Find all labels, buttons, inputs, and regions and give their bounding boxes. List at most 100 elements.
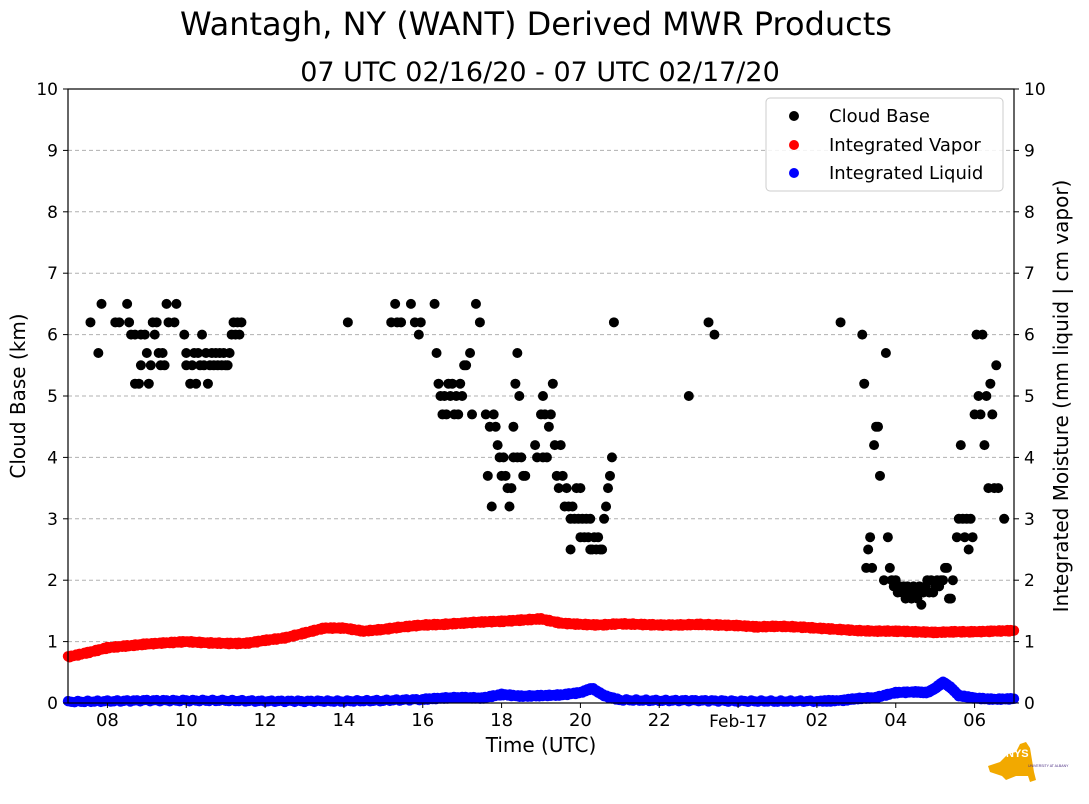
cloud-base-point xyxy=(975,409,986,420)
cloud-base-point xyxy=(122,298,133,309)
x-tick-label: 16 xyxy=(411,710,434,731)
cloud-base-point xyxy=(222,360,233,371)
x-tick-label: 02 xyxy=(805,710,828,731)
y-axis-right-ticks: 0 1 2 3 4 5 6 7 8 9 10 xyxy=(1014,80,1046,714)
cloud-base-point xyxy=(863,544,874,555)
cloud-base-point xyxy=(431,348,442,359)
cloud-base-point xyxy=(141,348,152,359)
cloud-base-point xyxy=(867,562,878,573)
cloud-base-point xyxy=(181,348,192,359)
cloud-base-point xyxy=(506,483,517,494)
cloud-base-point xyxy=(234,329,245,340)
cloud-base-point xyxy=(492,440,503,451)
cloud-base-point xyxy=(405,298,416,309)
cloud-base-point xyxy=(197,329,208,340)
cloud-base-point xyxy=(541,452,552,463)
cloud-base-point xyxy=(567,501,578,512)
x-tick-label: 18 xyxy=(490,710,513,731)
y-left-tick-label: 0 xyxy=(47,694,58,714)
cloud-base-point xyxy=(959,532,970,543)
ny-state-shape-icon xyxy=(988,742,1036,782)
cloud-base-point xyxy=(985,378,996,389)
cloud-base-point xyxy=(874,470,885,481)
cloud-base-point xyxy=(202,378,213,389)
cloud-base-point xyxy=(486,501,497,512)
cloud-base-point xyxy=(498,452,509,463)
y-left-tick-label: 8 xyxy=(47,203,58,223)
x-tick-label: 20 xyxy=(569,710,592,731)
cloud-base-point xyxy=(999,513,1010,524)
cloud-base-point xyxy=(447,378,458,389)
cloud-base-point xyxy=(606,452,617,463)
cloud-base-point xyxy=(537,391,548,401)
cloud-base-point xyxy=(553,483,564,494)
cloud-base-point xyxy=(179,329,190,340)
cloud-base-point xyxy=(187,360,198,371)
x-tick-label: 22 xyxy=(648,710,671,731)
y-right-tick-label: 0 xyxy=(1024,694,1035,714)
cloud-base-point xyxy=(547,378,558,389)
legend-label-integrated-vapor: Integrated Vapor xyxy=(829,135,981,156)
y-right-tick-label: 5 xyxy=(1024,387,1035,407)
x-tick-label: 04 xyxy=(884,710,907,731)
cloud-base-point xyxy=(955,440,966,451)
legend-marker-integrated-liquid xyxy=(789,168,799,178)
y-right-tick-label: 3 xyxy=(1024,510,1035,530)
cloud-base-point xyxy=(516,452,527,463)
series-cloud-base xyxy=(85,298,1010,610)
cloud-base-point xyxy=(470,298,481,309)
cloud-base-point xyxy=(703,317,714,328)
cloud-base-point xyxy=(135,360,146,371)
cloud-base-point xyxy=(593,532,604,543)
cloud-base-point xyxy=(987,409,998,420)
cloud-base-point xyxy=(543,421,554,432)
cloud-base-point xyxy=(159,360,170,371)
cloud-base-point xyxy=(565,544,576,555)
y-right-tick-label: 2 xyxy=(1024,571,1035,591)
cloud-base-point xyxy=(151,317,162,328)
cloud-base-point xyxy=(597,544,608,555)
y-left-tick-label: 2 xyxy=(47,571,58,591)
cloud-base-point xyxy=(149,329,160,340)
x-axis-label: Time (UTC) xyxy=(485,733,597,757)
y-left-tick-label: 4 xyxy=(47,448,58,468)
cloud-base-point xyxy=(453,409,464,420)
cloud-base-point xyxy=(967,532,978,543)
cloud-base-point xyxy=(441,409,452,420)
cloud-base-point xyxy=(161,298,172,309)
cloud-base-point xyxy=(482,470,493,481)
y-left-tick-label: 3 xyxy=(47,510,58,530)
cloud-base-point xyxy=(951,532,962,543)
x-tick-label: 12 xyxy=(254,710,277,731)
cloud-base-point xyxy=(603,483,614,494)
cloud-base-point xyxy=(938,575,949,586)
cloud-base-point xyxy=(882,532,893,543)
cloud-base-point xyxy=(865,532,876,543)
x-tick-label: Feb-17 xyxy=(709,712,767,732)
series-integrated-vapor xyxy=(62,613,1020,663)
y-left-tick-label: 5 xyxy=(47,387,58,407)
x-tick-label: 06 xyxy=(963,710,986,731)
cloud-base-point xyxy=(191,378,202,389)
cloud-base-point xyxy=(465,348,476,359)
cloud-base-point xyxy=(973,391,984,401)
cloud-base-point xyxy=(857,329,868,340)
logo-subtext: UNIVERSITY AT ALBANY xyxy=(1028,764,1069,768)
y-left-tick-label: 10 xyxy=(36,80,58,100)
cloud-base-point xyxy=(504,501,515,512)
chart-title: Wantagh, NY (WANT) Derived MWR Products xyxy=(180,5,892,43)
cloud-base-point xyxy=(869,440,880,451)
cloud-base-point xyxy=(433,378,444,389)
cloud-base-point xyxy=(413,329,424,340)
y-right-tick-label: 8 xyxy=(1024,203,1035,223)
y-left-tick-label: 9 xyxy=(47,141,58,161)
nys-mesonet-logo: NYS Mesonet UNIVERSITY AT ALBANY xyxy=(988,742,1076,782)
cloud-base-point xyxy=(601,501,612,512)
cloud-base-point xyxy=(981,391,992,401)
cloud-base-point xyxy=(965,513,976,524)
cloud-base-point xyxy=(488,409,499,420)
cloud-base-point xyxy=(880,348,891,359)
y-right-tick-label: 1 xyxy=(1024,633,1035,653)
cloud-base-point xyxy=(145,360,156,371)
